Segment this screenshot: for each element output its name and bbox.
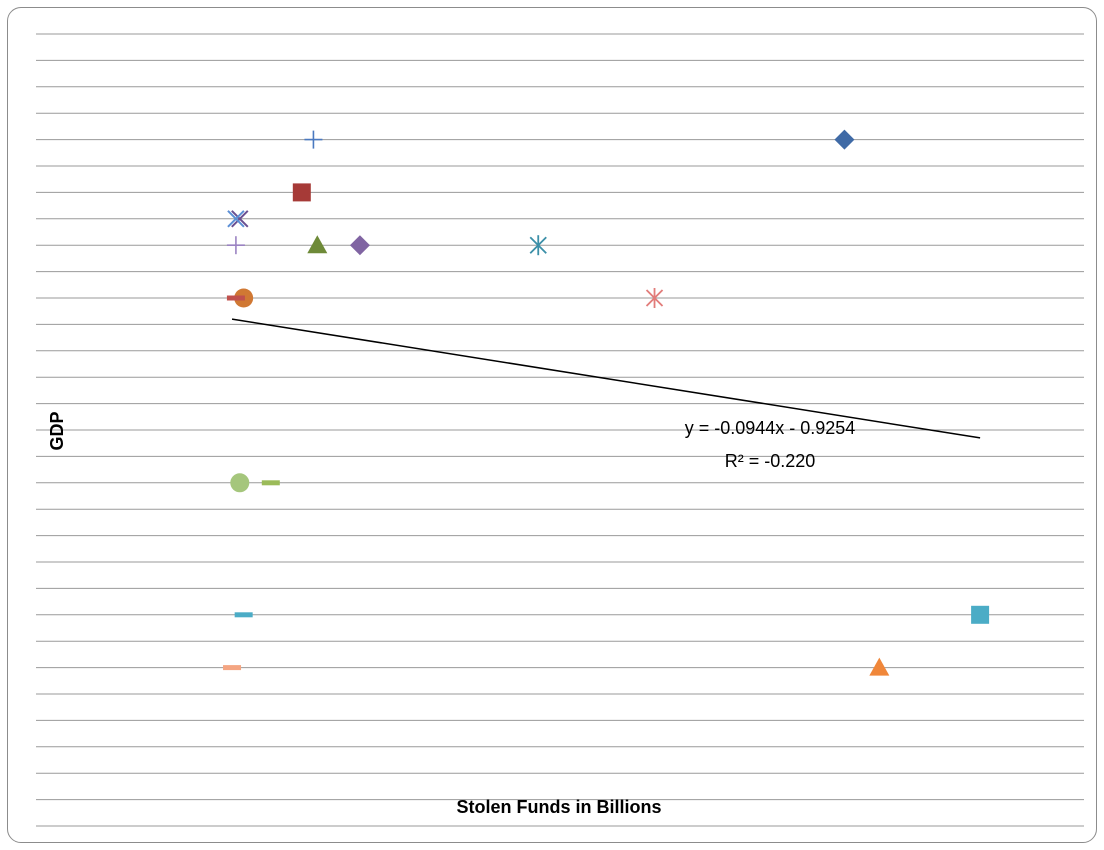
data-point-x [227, 210, 245, 228]
data-point-star [645, 288, 664, 308]
data-point-circle [230, 473, 250, 493]
trendline [231, 318, 981, 439]
data-point-plus [304, 130, 323, 149]
data-point-dash [234, 612, 253, 618]
trendline-r-squared: R² = -0.220 [725, 451, 816, 471]
data-point-dash [226, 295, 245, 301]
data-point-square [292, 183, 311, 202]
chart-frame [7, 7, 1097, 843]
gridlines [36, 33, 1084, 827]
y-axis-title: GDP [47, 411, 67, 450]
data-point-triangle [307, 235, 328, 254]
data-point-x [231, 210, 249, 228]
x-axis-title: Stolen Funds in Billions [457, 797, 662, 817]
data-point-diamond [349, 235, 370, 256]
data-point-square [971, 605, 990, 624]
data-point-star [529, 235, 547, 256]
data-point-diamond [834, 129, 855, 150]
data-point-dash [223, 665, 242, 671]
data-points [223, 129, 990, 676]
trendline-equation: y = -0.0944x - 0.9254 [685, 418, 856, 438]
data-point-plus [226, 236, 245, 255]
data-point-triangle [869, 657, 890, 676]
data-point-dash [261, 480, 280, 486]
